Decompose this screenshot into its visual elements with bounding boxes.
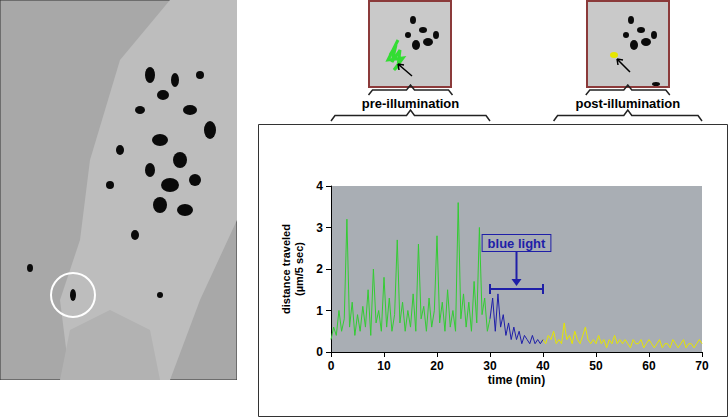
svg-text:distance traveled: distance traveled bbox=[280, 224, 292, 314]
svg-text:40: 40 bbox=[536, 359, 550, 373]
svg-text:0: 0 bbox=[328, 359, 335, 373]
svg-text:1: 1 bbox=[316, 304, 323, 318]
svg-text:(µm/5 sec): (µm/5 sec) bbox=[293, 242, 305, 296]
svg-text:2: 2 bbox=[316, 262, 323, 276]
svg-text:time (min): time (min) bbox=[488, 373, 545, 387]
svg-text:70: 70 bbox=[695, 359, 709, 373]
svg-text:20: 20 bbox=[430, 359, 444, 373]
svg-text:post-illumination: post-illumination bbox=[575, 96, 680, 111]
svg-text:60: 60 bbox=[642, 359, 656, 373]
svg-text:30: 30 bbox=[483, 359, 497, 373]
svg-text:blue light: blue light bbox=[488, 236, 546, 251]
svg-text:10: 10 bbox=[377, 359, 391, 373]
svg-text:pre-illumination: pre-illumination bbox=[362, 96, 460, 111]
svg-text:4: 4 bbox=[316, 179, 323, 193]
svg-text:3: 3 bbox=[316, 221, 323, 235]
svg-text:0: 0 bbox=[316, 345, 323, 359]
svg-text:50: 50 bbox=[589, 359, 603, 373]
